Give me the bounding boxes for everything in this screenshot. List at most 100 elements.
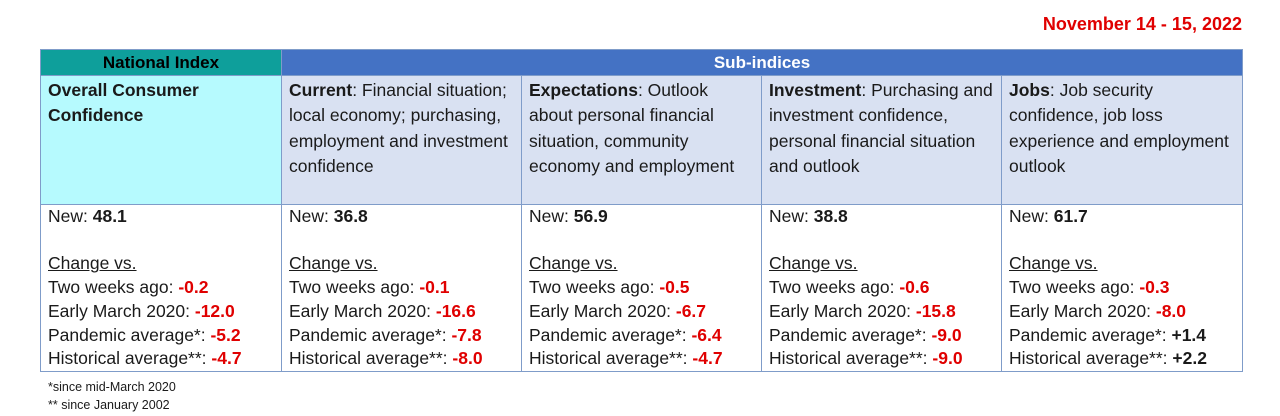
index-description: : Financial situation; local economy; pu… — [289, 80, 508, 176]
overall-confidence-cell: Overall Consumer Confidence — [40, 75, 282, 205]
value-label: Two weeks ago: — [48, 277, 179, 298]
early-march-line: Early March 2020: -8.0 — [1009, 300, 1235, 324]
value: -5.2 — [210, 324, 241, 345]
investment-values-cell: New: 38.8 Change vs. Two weeks ago: -0.6 Ea… — [761, 204, 1002, 372]
historical-line: Historical average**: -8.0 — [289, 347, 514, 371]
change-vs-label: Change vs. — [289, 253, 378, 274]
value: 38.8 — [813, 206, 848, 226]
value: 48.1 — [92, 206, 127, 226]
index-description: : Outlook about personal financial situa… — [529, 80, 735, 176]
values-row: New: 48.1 Change vs. Two weeks ago: -0.2 Ea… — [40, 204, 1244, 372]
value-label: Pandemic average*: — [769, 324, 932, 345]
overall-values-cell: New: 48.1 Change vs. Two weeks ago: -0.2 Ea… — [40, 204, 282, 372]
pandemic-line: Pandemic average*: -6.4 — [529, 324, 754, 348]
current-values-cell: New: 36.8 Change vs. Two weeks ago: -0.1 Ea… — [281, 204, 522, 372]
two-weeks-line: Two weeks ago: -0.1 — [289, 276, 514, 300]
investment-description-cell: Investment: Purchasing and investment co… — [761, 75, 1002, 205]
value-label: Early March 2020: — [529, 300, 676, 321]
index-title: Jobs — [1009, 80, 1050, 100]
value: -8.0 — [452, 348, 483, 369]
value: -0.2 — [178, 277, 209, 298]
footnote: ** since January 2002 — [48, 398, 170, 412]
value-label: Historical average**: — [48, 348, 212, 369]
historical-line: Historical average**: -9.0 — [769, 347, 994, 371]
historical-line: Historical average**: +2.2 — [1009, 347, 1235, 371]
value-label: Early March 2020: — [1009, 300, 1156, 321]
value-label: Historical average**: — [769, 348, 933, 369]
description-row: Overall Consumer Confidence Current: Fin… — [40, 75, 1244, 205]
value-label: Two weeks ago: — [289, 277, 420, 298]
two-weeks-line: Two weeks ago: -0.2 — [48, 276, 274, 300]
value-label: Two weeks ago: — [769, 277, 900, 298]
pandemic-line: Pandemic average*: +1.4 — [1009, 324, 1235, 348]
index-title: Current — [289, 80, 353, 100]
value: +2.2 — [1172, 348, 1207, 369]
historical-line: Historical average**: -4.7 — [529, 347, 754, 371]
header-row: National Index Sub-indices — [40, 49, 1244, 76]
change-vs-label: Change vs. — [1009, 253, 1098, 274]
value-label: Historical average**: — [289, 348, 453, 369]
value: -4.7 — [692, 348, 723, 369]
pandemic-line: Pandemic average*: -9.0 — [769, 324, 994, 348]
early-march-line: Early March 2020: -6.7 — [529, 300, 754, 324]
date-range: November 14 - 15, 2022 — [1042, 14, 1242, 34]
current-description-cell: Current: Financial situation; local econ… — [281, 75, 522, 205]
index-description: : Purchasing and investment confidence, … — [769, 80, 993, 176]
new-line: New: 48.1 — [48, 205, 274, 229]
pandemic-line: Pandemic average*: -7.8 — [289, 324, 514, 348]
jobs-description-cell: Jobs: Job security confidence, job loss … — [1000, 75, 1244, 205]
index-description: : Job security confidence, job loss expe… — [1009, 80, 1229, 176]
value: 56.9 — [573, 206, 608, 226]
value: -9.0 — [931, 324, 962, 345]
value-label: Two weeks ago: — [529, 277, 660, 298]
value-label: New: — [529, 206, 574, 226]
historical-line: Historical average**: -4.7 — [48, 347, 274, 371]
early-march-line: Early March 2020: -16.6 — [289, 300, 514, 324]
value: -15.8 — [915, 300, 956, 321]
value: -0.1 — [419, 277, 450, 298]
two-weeks-line: Two weeks ago: -0.5 — [529, 276, 754, 300]
value: -9.0 — [932, 348, 963, 369]
jobs-values-cell: New: 61.7 Change vs. Two weeks ago: -0.3 Ea… — [1000, 204, 1244, 372]
value: 36.8 — [333, 206, 368, 226]
value: -12.0 — [194, 300, 235, 321]
footnote: *since mid-March 2020 — [48, 380, 176, 394]
value: -8.0 — [1155, 300, 1187, 321]
change-vs-label: Change vs. — [529, 253, 618, 274]
index-title: Expectations — [529, 80, 638, 100]
new-line: New: 56.9 — [529, 205, 754, 229]
value-label: Historical average**: — [529, 348, 693, 369]
two-weeks-line: Two weeks ago: -0.3 — [1009, 276, 1235, 300]
change-vs-label: Change vs. — [48, 253, 137, 274]
new-line: New: 61.7 — [1009, 205, 1235, 229]
new-line: New: 36.8 — [289, 205, 514, 229]
confidence-table: National Index Sub-indices Overall Consu… — [40, 49, 1244, 372]
value: -6.7 — [675, 300, 707, 321]
new-line: New: 38.8 — [769, 205, 994, 229]
early-march-line: Early March 2020: -12.0 — [48, 300, 274, 324]
value-label: Pandemic average*: — [1009, 324, 1172, 345]
sub-indices-header: Sub-indices — [280, 49, 1244, 76]
value: -7.8 — [451, 324, 482, 345]
value: -6.4 — [691, 324, 722, 345]
value-label: New: — [289, 206, 334, 226]
footnotes: *since mid-March 2020 ** since January 2… — [48, 378, 176, 414]
value: -0.6 — [899, 277, 930, 298]
national-index-header: National Index — [40, 49, 282, 76]
value: -0.5 — [659, 277, 690, 298]
value-label: Early March 2020: — [769, 300, 916, 321]
expectations-description-cell: Expectations: Outlook about personal fin… — [521, 75, 762, 205]
value-label: New: — [769, 206, 814, 226]
early-march-line: Early March 2020: -15.8 — [769, 300, 994, 324]
value-label: Early March 2020: — [48, 300, 195, 321]
value-label: Pandemic average*: — [48, 324, 211, 345]
value-label: Pandemic average*: — [529, 324, 692, 345]
pandemic-line: Pandemic average*: -5.2 — [48, 324, 274, 348]
value-label: Pandemic average*: — [289, 324, 452, 345]
value: -0.3 — [1139, 277, 1170, 298]
index-title: Investment — [769, 80, 862, 100]
index-title: Overall Consumer Confidence — [48, 80, 199, 126]
value-label: Two weeks ago: — [1009, 277, 1140, 298]
value: 61.7 — [1053, 206, 1088, 226]
value-label: Historical average**: — [1009, 348, 1173, 369]
